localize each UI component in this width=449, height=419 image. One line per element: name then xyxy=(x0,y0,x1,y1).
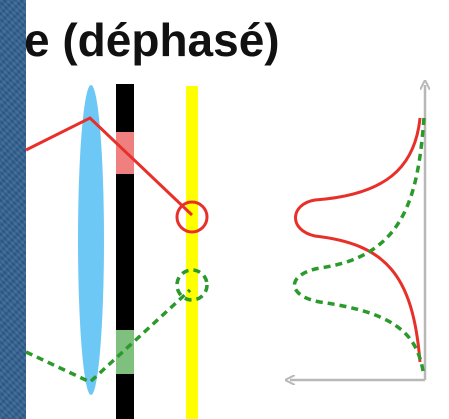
profile-curve-in-phase xyxy=(294,117,422,363)
ray-in-phase xyxy=(25,116,194,217)
ray-dephased xyxy=(25,288,192,385)
lens xyxy=(78,85,104,395)
screen-bar xyxy=(186,86,198,419)
side-band xyxy=(0,0,26,419)
dephased-marker xyxy=(175,268,209,302)
in-phase-marker xyxy=(175,200,209,234)
profile-curve-dephased xyxy=(292,117,426,377)
mask-bottom-segment xyxy=(116,330,134,374)
page-title: e (déphasé) xyxy=(24,14,280,66)
